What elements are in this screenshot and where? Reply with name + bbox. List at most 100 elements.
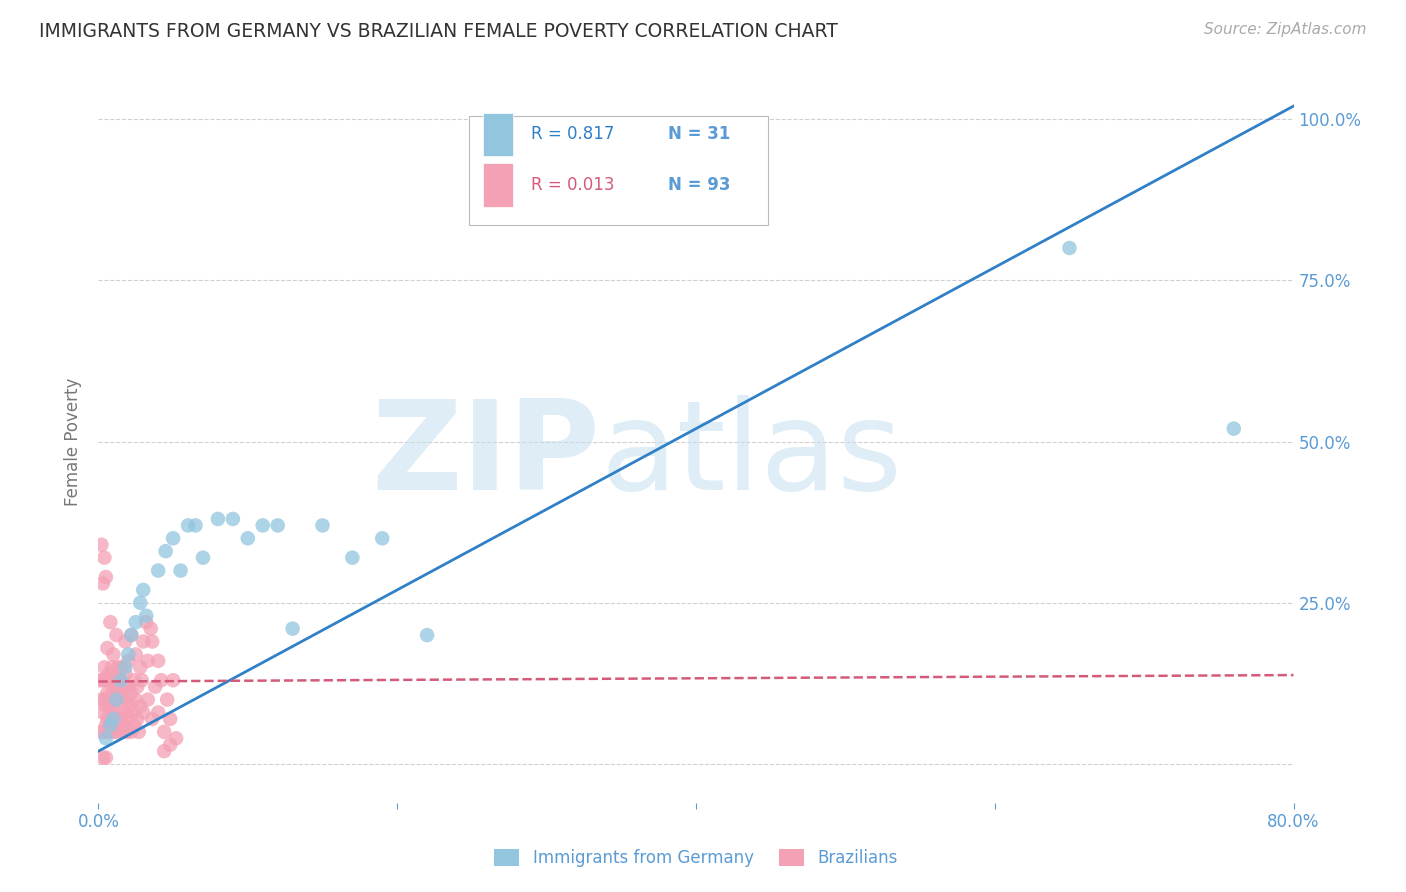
Point (153, 744, 176, 758)
Point (177, 518, 200, 533)
Point (101, 686, 124, 700)
Point (148, 564, 170, 578)
Text: Source: ZipAtlas.com: Source: ZipAtlas.com (1204, 22, 1367, 37)
Point (159, 738, 181, 752)
Text: atlas: atlas (600, 395, 903, 516)
Point (165, 731, 187, 746)
Point (125, 648, 148, 662)
Point (103, 673, 125, 688)
Point (129, 596, 152, 610)
Point (97, 666, 120, 681)
Point (91, 750, 114, 764)
Point (159, 712, 181, 726)
Point (153, 724, 176, 739)
Point (135, 608, 157, 623)
Point (94, 718, 117, 732)
Point (132, 582, 155, 597)
Point (111, 724, 134, 739)
Point (110, 712, 132, 726)
Point (105, 628, 128, 642)
Point (120, 628, 142, 642)
Point (110, 673, 132, 688)
Point (105, 692, 128, 706)
Point (115, 692, 138, 706)
Text: IMMIGRANTS FROM GERMANY VS BRAZILIAN FEMALE POVERTY CORRELATION CHART: IMMIGRANTS FROM GERMANY VS BRAZILIAN FEM… (39, 22, 838, 41)
Point (98, 615, 122, 630)
Point (105, 692, 128, 706)
Point (97, 699, 120, 714)
Point (127, 680, 149, 694)
Point (110, 660, 132, 674)
Point (236, 531, 259, 545)
Point (96, 712, 118, 726)
Point (101, 712, 124, 726)
Point (91, 576, 114, 591)
Point (371, 531, 394, 545)
Point (136, 692, 159, 706)
Point (156, 692, 179, 706)
Point (207, 512, 229, 526)
Point (311, 518, 333, 533)
Point (120, 686, 142, 700)
Point (97, 724, 120, 739)
Point (93, 550, 115, 565)
Legend: Immigrants from Germany, Brazilians: Immigrants from Germany, Brazilians (488, 842, 904, 874)
Point (98, 718, 122, 732)
Point (222, 512, 245, 526)
Point (132, 706, 155, 720)
Point (125, 615, 148, 630)
Point (90, 538, 112, 552)
Text: R = 0.817: R = 0.817 (531, 126, 614, 144)
Point (104, 686, 127, 700)
Point (94, 750, 117, 764)
FancyBboxPatch shape (470, 116, 768, 225)
Point (132, 634, 155, 648)
Point (112, 680, 135, 694)
Point (104, 712, 127, 726)
Point (124, 673, 146, 688)
Point (162, 531, 184, 545)
Point (252, 518, 274, 533)
Point (129, 699, 152, 714)
Point (94, 570, 117, 584)
Point (107, 660, 129, 674)
Point (98, 718, 122, 732)
Point (148, 654, 170, 668)
Point (136, 654, 159, 668)
Point (103, 724, 125, 739)
Point (103, 712, 125, 726)
FancyBboxPatch shape (484, 112, 513, 156)
Point (281, 622, 304, 636)
Point (267, 518, 290, 533)
Point (105, 724, 128, 739)
Point (117, 712, 139, 726)
Point (1059, 241, 1081, 255)
Point (169, 564, 191, 578)
Point (416, 628, 439, 642)
Point (98, 692, 122, 706)
Point (150, 673, 173, 688)
Point (93, 660, 115, 674)
Point (127, 712, 149, 726)
Point (90, 724, 112, 739)
Point (141, 634, 163, 648)
Point (120, 628, 142, 642)
Point (141, 712, 163, 726)
Point (103, 648, 125, 662)
Point (111, 692, 134, 706)
Point (117, 648, 139, 662)
Y-axis label: Female Poverty: Female Poverty (65, 377, 83, 506)
Point (121, 706, 143, 720)
Point (114, 706, 136, 720)
Point (120, 724, 142, 739)
Point (118, 699, 141, 714)
Point (128, 724, 150, 739)
Point (103, 699, 125, 714)
Point (108, 718, 131, 732)
Point (93, 692, 115, 706)
Text: N = 93: N = 93 (668, 176, 731, 194)
Point (155, 544, 177, 558)
Point (148, 706, 170, 720)
Point (89, 673, 111, 688)
Point (108, 686, 131, 700)
